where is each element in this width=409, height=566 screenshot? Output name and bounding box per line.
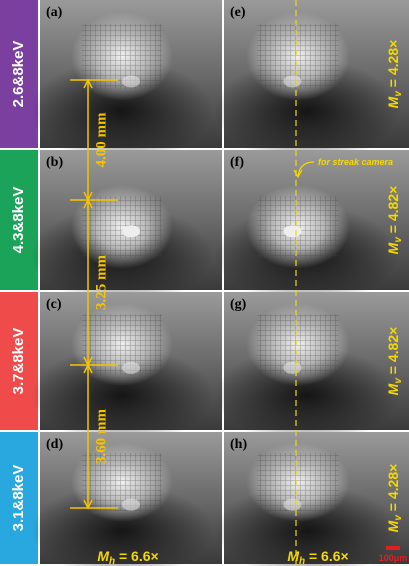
panel-label: (f) <box>230 155 244 170</box>
hot-spot <box>283 362 301 374</box>
scale-bar <box>386 546 400 550</box>
xray-panel <box>215 0 409 163</box>
mag-value: = 4.28× <box>385 464 401 515</box>
mag-value: = 4.82× <box>385 186 401 237</box>
xray-panel <box>215 432 409 566</box>
measurement-label: 3.60 mm <box>93 409 109 464</box>
hot-spot <box>122 225 140 237</box>
xray-panel <box>31 432 222 566</box>
xray-panel <box>31 292 222 444</box>
mag-value: = 4.28× <box>385 40 401 91</box>
xray-panel <box>31 0 222 163</box>
mag-symbol: M <box>385 520 401 532</box>
magnification-label: Mh = 6.6× <box>97 548 158 566</box>
energy-label: 2.6&8keV <box>10 41 27 108</box>
xray-panel <box>31 150 222 304</box>
energy-label: 3.7&8keV <box>10 328 27 395</box>
panel-label: (e) <box>230 5 246 20</box>
panel-label: (d) <box>46 437 63 452</box>
hot-spot <box>283 75 301 87</box>
mag-symbol: M <box>97 548 109 564</box>
hot-spot <box>122 75 140 87</box>
magnification-label: Mh = 6.6× <box>287 548 348 566</box>
panel-label: (h) <box>230 437 247 452</box>
panel-label: (a) <box>46 5 63 20</box>
mag-symbol: M <box>287 548 299 564</box>
hot-spot <box>283 225 301 237</box>
hot-spot <box>283 499 301 511</box>
mag-value: = 6.6× <box>115 548 159 564</box>
mag-symbol: M <box>385 383 401 395</box>
scale-bar-label: 100μm <box>379 553 408 563</box>
panel-label: (b) <box>46 155 63 170</box>
hot-spot <box>122 362 140 374</box>
panel-label: (c) <box>46 297 62 312</box>
mesh <box>82 196 162 258</box>
panel-label: (g) <box>230 297 247 312</box>
mesh <box>82 24 162 89</box>
mag-value: = 4.82× <box>385 327 401 378</box>
streak-note: for streak camera <box>318 157 393 167</box>
measurement-label: 4.00 mm <box>93 112 109 167</box>
xray-panel <box>215 150 409 304</box>
xray-panel <box>215 292 409 444</box>
energy-label: 3.1&8keV <box>10 465 27 532</box>
mag-symbol: M <box>385 96 401 108</box>
figure: 2.6&8keV(a)(e)Mv = 4.28×4.3&8keV(b)(f)Mv… <box>0 0 409 566</box>
energy-label: 4.3&8keV <box>10 187 27 254</box>
mag-symbol: M <box>385 242 401 254</box>
measurement-label: 3.25 mm <box>93 255 109 310</box>
mag-value: = 6.6× <box>305 548 349 564</box>
hot-spot <box>122 499 140 511</box>
